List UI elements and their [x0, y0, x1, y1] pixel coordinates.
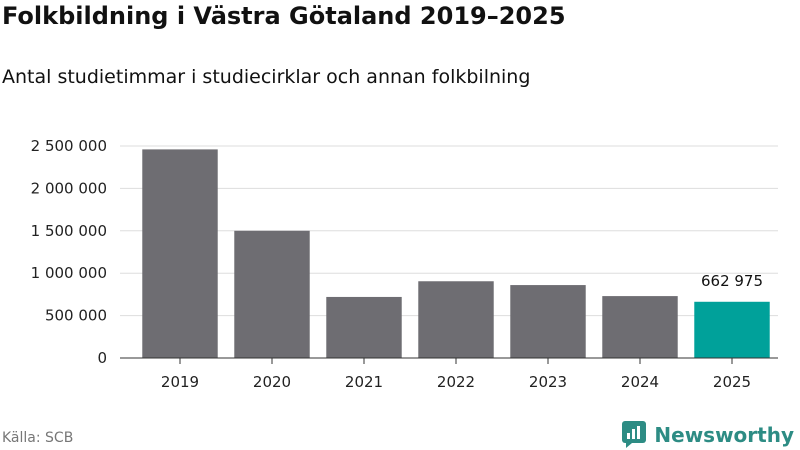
bars	[142, 149, 770, 358]
bar-2019	[142, 149, 218, 358]
labels: 0 500 000 1 000 000 1 500 000 2 000 000 2 500…	[31, 137, 763, 391]
x-tick-label: 2020	[253, 373, 291, 391]
brand-name: Newsworthy	[654, 423, 794, 447]
y-tick-label: 1 500 000	[31, 222, 107, 240]
y-tick-label: 2 500 000	[31, 137, 107, 155]
chart-title: Folkbildning i Västra Götaland 2019–2025	[2, 2, 566, 30]
x-tick-label: 2023	[529, 373, 567, 391]
newsworthy-logo-icon	[622, 421, 647, 448]
data-label: 662 975	[701, 272, 763, 290]
x-tick-label: 2025	[713, 373, 751, 391]
x-tick-label: 2021	[345, 373, 383, 391]
brand-logo: Newsworthy	[622, 421, 794, 449]
y-tick-label: 2 000 000	[31, 179, 107, 197]
bar-2021	[326, 296, 402, 358]
bar-2022	[418, 281, 494, 358]
bar-2025	[694, 301, 770, 358]
axes	[120, 357, 778, 364]
bar-2020	[234, 230, 310, 358]
y-tick-label: 0	[97, 349, 107, 367]
bar-2024	[602, 296, 678, 358]
source-note: Källa: SCB	[2, 430, 74, 446]
y-tick-label: 1 000 000	[31, 264, 107, 282]
chart-subtitle: Antal studietimmar i studiecirklar och a…	[2, 66, 531, 88]
x-tick-label: 2019	[161, 373, 199, 391]
bar-2023	[510, 285, 586, 358]
x-tick-label: 2024	[621, 373, 659, 391]
y-tick-label: 500 000	[45, 307, 107, 325]
x-tick-label: 2022	[437, 373, 475, 391]
